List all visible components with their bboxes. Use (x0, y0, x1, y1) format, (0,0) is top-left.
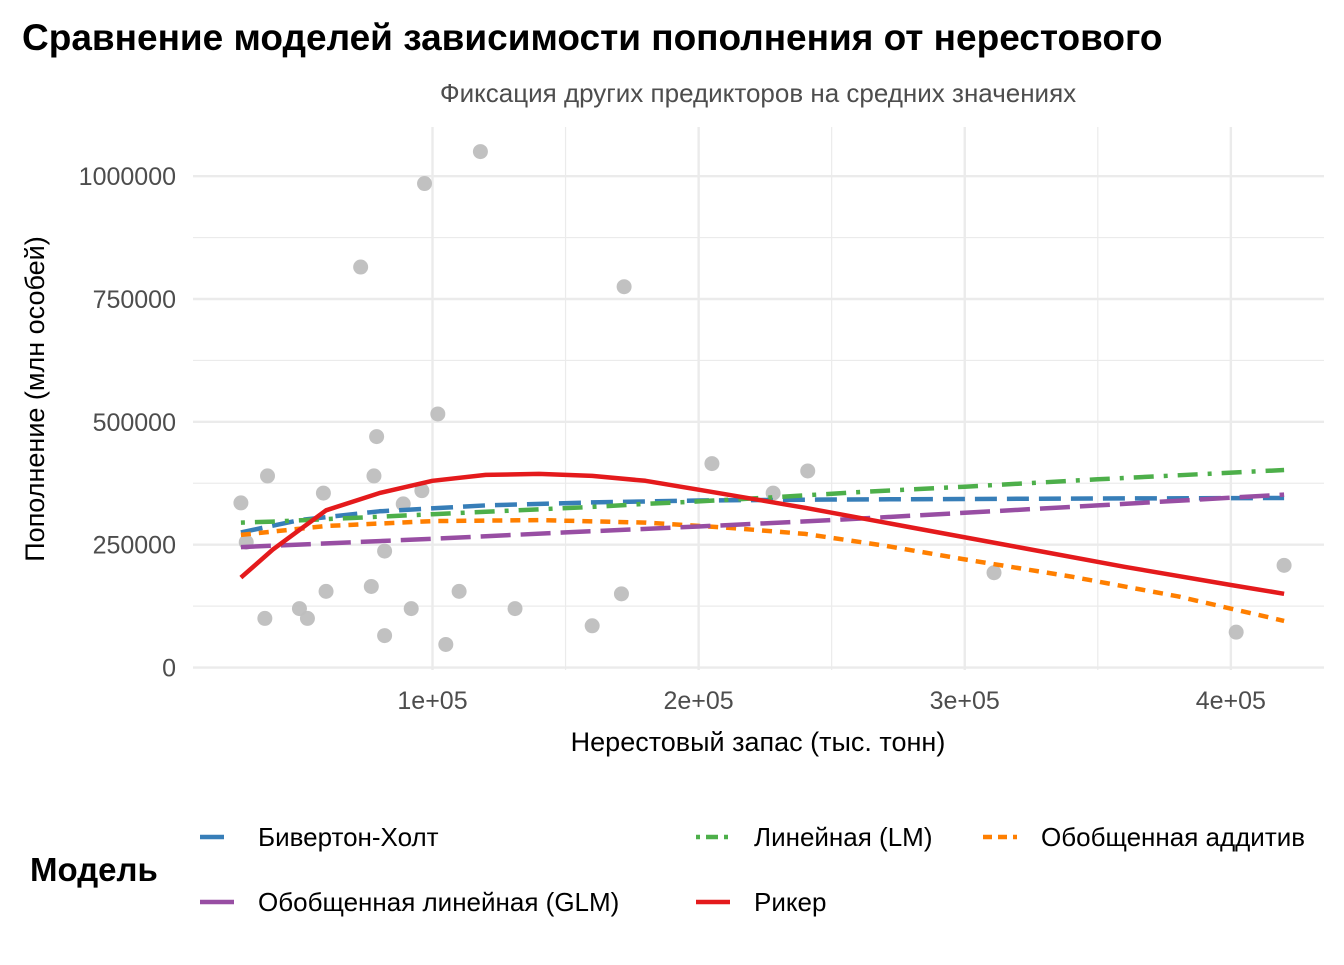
y-tick-label: 1000000 (79, 163, 176, 191)
data-point (451, 583, 467, 599)
data-point (507, 601, 523, 617)
data-point (233, 495, 249, 511)
legend-label-3: Обобщенная аддитив (1041, 822, 1305, 852)
plot-panel (193, 127, 1324, 670)
chart-subtitle: Фиксация других предикторов на средних з… (440, 78, 1076, 108)
y-tick-label: 0 (162, 655, 176, 683)
series-line-4 (240, 492, 1285, 550)
y-axis-ticks: 0 250000 500000 750000 1000000 (79, 163, 176, 682)
data-point (315, 485, 331, 501)
data-point (800, 463, 816, 479)
series-line-1 (240, 495, 1285, 535)
legend-label-5: Рикер (754, 887, 826, 917)
data-point (704, 456, 720, 472)
data-point (377, 628, 393, 644)
legend-label-4: Обобщенная линейная (GLM) (258, 887, 619, 917)
data-point (260, 468, 276, 484)
grid-layer (193, 127, 1324, 670)
data-point (369, 429, 385, 445)
legend-label-1: Бивертон-Холт (258, 822, 439, 852)
data-point (1228, 624, 1244, 640)
x-tick-label: 3e+05 (930, 687, 1000, 715)
x-tick-label: 1e+05 (397, 687, 467, 715)
y-tick-label: 750000 (93, 286, 176, 314)
data-point (438, 636, 454, 652)
data-point (414, 483, 430, 499)
data-point (613, 586, 629, 602)
x-tick-label: 2e+05 (664, 687, 734, 715)
series-layer (239, 467, 1285, 624)
y-tick-label: 500000 (93, 409, 176, 437)
data-point (616, 279, 632, 295)
data-point (472, 144, 488, 160)
data-point (299, 610, 315, 626)
data-point (584, 618, 600, 634)
legend-label-2: Линейная (LM) (754, 822, 932, 852)
x-axis-label: Нерестовый запас (тыс. тонн) (571, 727, 946, 757)
x-tick-label: 4e+05 (1196, 687, 1266, 715)
data-point (986, 565, 1002, 581)
chart-title: Сравнение моделей зависимости пополнения… (22, 17, 1162, 58)
data-point (257, 610, 273, 626)
data-point (417, 176, 433, 192)
data-point (403, 601, 419, 617)
series-line-2 (240, 467, 1285, 525)
data-point (318, 583, 334, 599)
data-point (430, 406, 446, 422)
points-layer (233, 144, 1292, 652)
y-axis-label: Пополнение (млн особей) (20, 236, 50, 561)
x-axis-ticks: 1e+05 2e+05 3e+05 4e+05 (397, 687, 1266, 715)
data-point (353, 259, 369, 275)
data-point (1276, 557, 1292, 573)
legend: Бивертон-Холт Линейная (LM) Обобщенная адд… (200, 822, 1305, 917)
data-point (366, 468, 382, 484)
data-point (363, 578, 379, 594)
series-line-3 (240, 517, 1285, 624)
series-line-5 (239, 471, 1285, 597)
data-point (377, 543, 393, 559)
y-tick-label: 250000 (93, 532, 176, 560)
legend-title: Модель (30, 851, 158, 888)
